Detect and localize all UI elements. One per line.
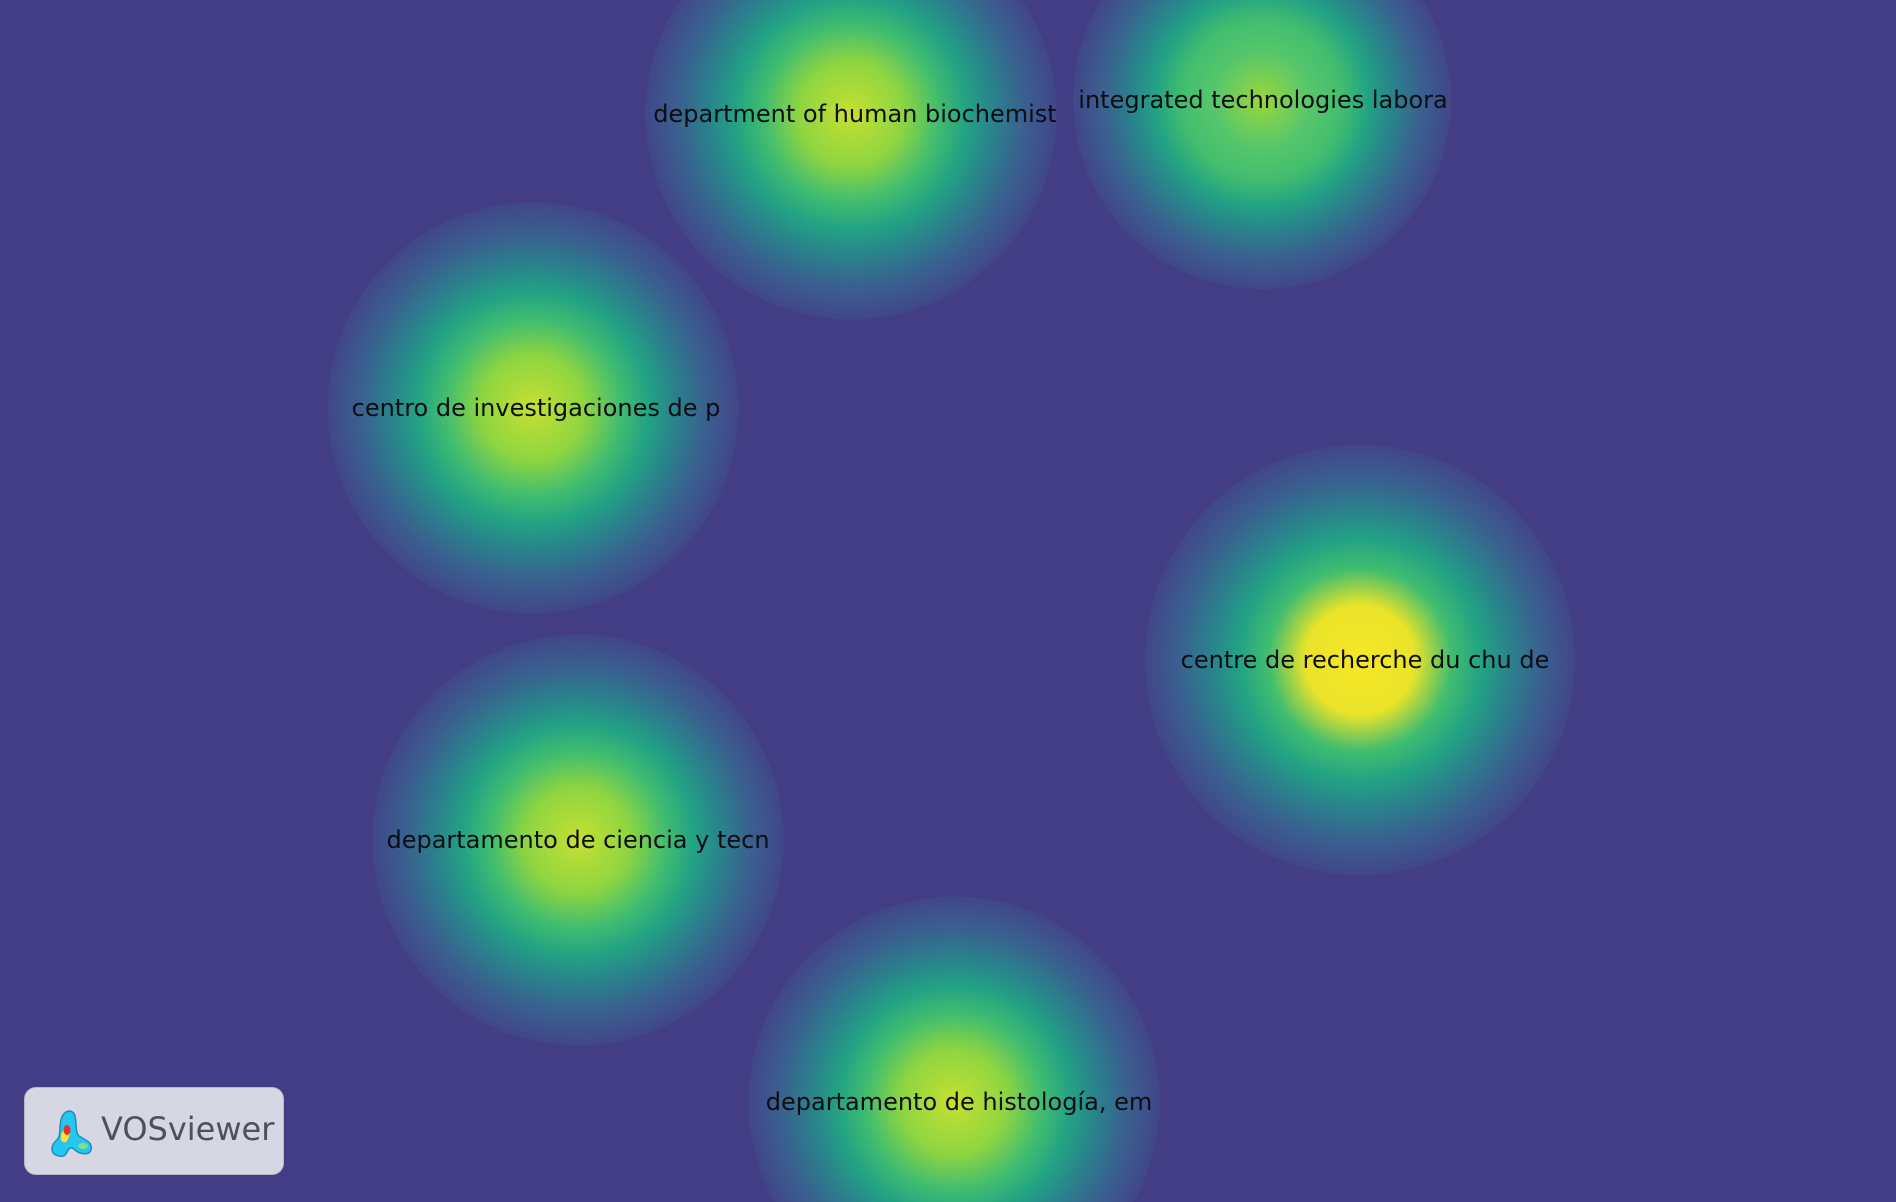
density-blob [372,634,784,1046]
vosviewer-badge: VOSviewer [24,1087,284,1175]
density-blob [327,202,739,614]
density-blob [1073,0,1451,289]
density-blob [645,0,1057,320]
node-label[interactable]: department of human biochemist [653,100,1057,128]
density-blob [1145,445,1575,875]
node-label[interactable]: departamento de ciencia y tecn [386,826,770,854]
node-label[interactable]: integrated technologies labora [1078,86,1448,114]
node-label[interactable]: centre de recherche du chu de [1180,646,1550,674]
node-label[interactable]: centro de investigaciones de p [351,394,721,422]
vosviewer-logo-icon [51,1110,93,1158]
badge-label: VOSviewer [101,1110,275,1148]
node-label[interactable]: departamento de histología, em [765,1088,1153,1116]
density-blob [748,896,1160,1202]
